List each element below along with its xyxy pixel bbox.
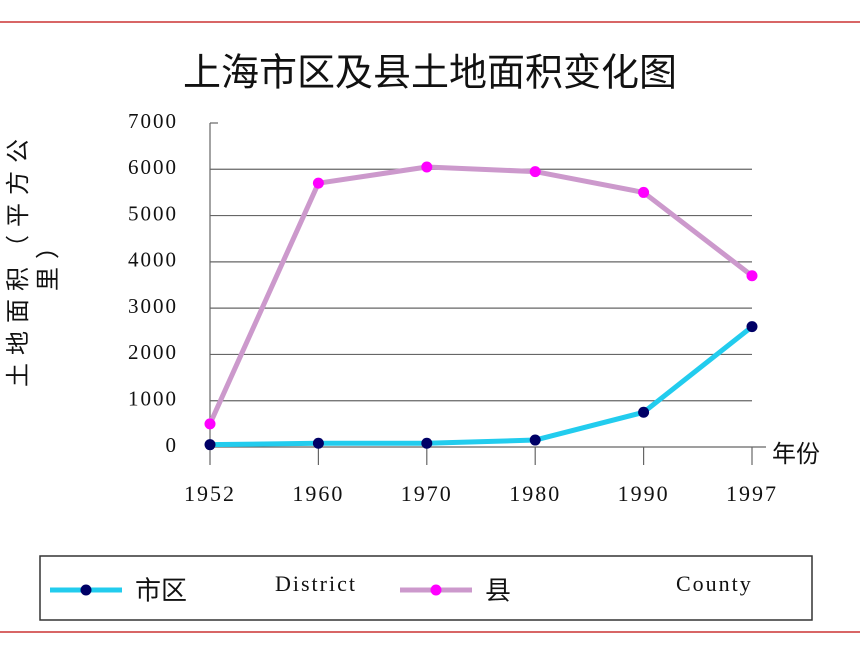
data-point [312,177,324,189]
x-tick-label: 1980 [509,481,561,506]
data-point [421,161,433,173]
series-line [207,164,754,425]
x-tick-label: 1952 [184,481,236,506]
x-tick-label: 1997 [726,481,778,506]
legend-label-en: District [275,571,357,596]
y-tick-label: 1000 [128,387,178,411]
data-point [746,321,758,333]
chart-title: 上海市区及县土地面积变化图 [183,51,677,95]
y-tick-label: 0 [166,433,179,457]
legend-label: 市区 [135,577,187,607]
x-tick-label: 1970 [401,481,453,506]
y-tick-label: 3000 [128,294,178,318]
data-point [312,437,324,449]
data-point [529,434,541,446]
data-point [204,439,216,451]
y-tick-label: 2000 [128,340,178,364]
y-tick-label: 6000 [128,155,178,179]
x-tick-label: 1960 [292,481,344,506]
y-tick-label: 7000 [128,109,178,133]
legend-marker [80,584,92,596]
y-axis-title: 土地面积（平方公里） [4,131,62,387]
data-point [746,270,758,282]
y-tick-label: 5000 [128,201,178,225]
series-line [209,324,754,448]
data-point [529,166,541,178]
data-point [204,418,216,430]
legend-label-en: County [676,571,753,596]
legend-marker [430,584,442,596]
legend-label: 县 [485,577,511,607]
x-axis-title: 年份 [772,440,820,468]
data-point [638,186,650,198]
legend-box [39,555,813,621]
data-point [421,437,433,449]
x-tick-label: 1990 [618,481,670,506]
y-tick-label: 4000 [128,248,178,272]
data-point [638,406,650,418]
